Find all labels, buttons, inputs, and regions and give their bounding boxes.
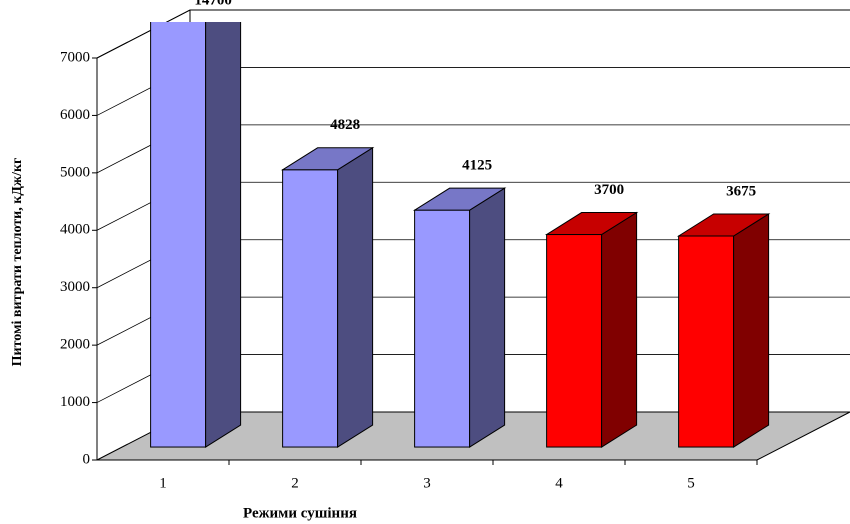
x-tick-label: 1 [159, 475, 167, 491]
bar [676, 213, 771, 448]
y-tick-label: 1000 [60, 394, 90, 410]
bar-front [414, 209, 471, 448]
bar-top [676, 213, 771, 237]
x-tick-label: 4 [555, 475, 563, 491]
bar-front [678, 235, 735, 448]
data-label: 14700 [194, 0, 232, 8]
bar [412, 187, 507, 448]
bar [150, 22, 242, 448]
y-tick-label: 0 [83, 451, 91, 467]
bar [280, 146, 375, 448]
bar-front [546, 234, 603, 448]
y-tick-label: 7000 [60, 49, 90, 65]
bar-top [280, 147, 375, 171]
y-axis-title: Питомі витрати теплоти, кДж/кг [10, 158, 25, 367]
x-tick-label: 5 [687, 475, 695, 491]
bar-front [150, 22, 207, 448]
bar-side [205, 22, 242, 448]
data-label: 4828 [330, 117, 360, 133]
y-tick-label: 3000 [60, 279, 90, 295]
bar-front [282, 169, 339, 448]
data-label: 3700 [594, 182, 624, 198]
y-tick-label: 6000 [60, 107, 90, 123]
y-tick-label: 4000 [60, 222, 90, 238]
bar-side [337, 146, 374, 448]
bar-top [412, 187, 507, 211]
bar-side [601, 211, 638, 448]
bar-side [733, 213, 770, 448]
bar-side [469, 187, 506, 448]
data-label: 4125 [462, 158, 492, 174]
y-tick-label: 5000 [60, 164, 90, 180]
bar [544, 211, 639, 448]
x-tick-label: 3 [423, 475, 431, 491]
axes: 0 1000 2000 3000 4000 5000 6000 7000 1 14700 2 4828… [60, 0, 758, 491]
bar-top [544, 212, 639, 236]
y-tick-label: 2000 [60, 337, 90, 353]
bars [150, 22, 771, 448]
data-label: 3675 [726, 183, 756, 199]
x-tick-label: 2 [291, 475, 299, 491]
grid-line [96, 9, 850, 59]
x-axis-title: Режими сушіння [243, 505, 357, 521]
